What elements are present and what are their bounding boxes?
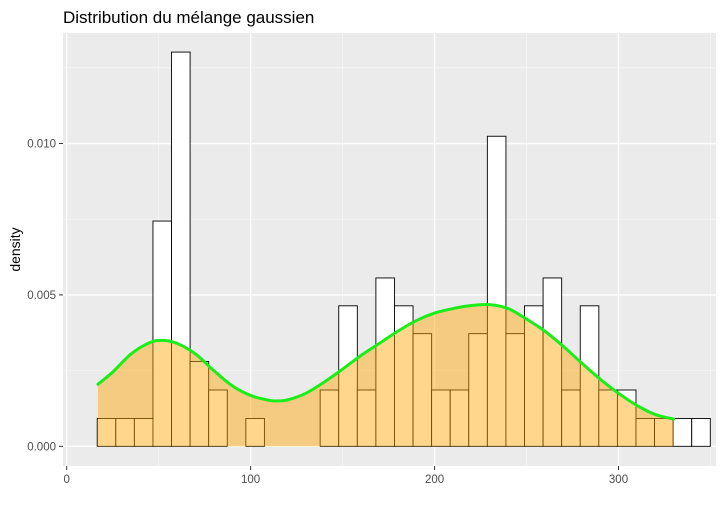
histogram-layer: [96, 51, 711, 447]
x-tick-label: 300: [609, 474, 628, 486]
histogram-bar: [691, 418, 711, 447]
x-tick-label: 100: [241, 474, 260, 486]
histogram-bar: [486, 135, 507, 447]
histogram-bar: [245, 418, 265, 447]
density-layer: [96, 302, 676, 447]
y-tick-label: 0.010: [27, 139, 56, 151]
histogram-bar: [542, 277, 563, 447]
y-axis-label: density: [7, 227, 23, 271]
histogram-bar: [208, 389, 228, 447]
histogram-bar: [672, 418, 693, 447]
x-tick-label: 0: [63, 474, 69, 486]
density-line: [96, 302, 676, 421]
density-area: [97, 304, 674, 447]
y-tick-label: 0.000: [27, 441, 56, 453]
x-tick-label: 200: [425, 474, 444, 486]
chart-title: Distribution du mélange gaussien: [63, 8, 314, 27]
histogram-bar: [338, 305, 358, 447]
axes-layer: 0.000 0.005 0.010 0 100 200 300: [27, 139, 628, 486]
y-tick-label: 0.005: [27, 290, 56, 302]
